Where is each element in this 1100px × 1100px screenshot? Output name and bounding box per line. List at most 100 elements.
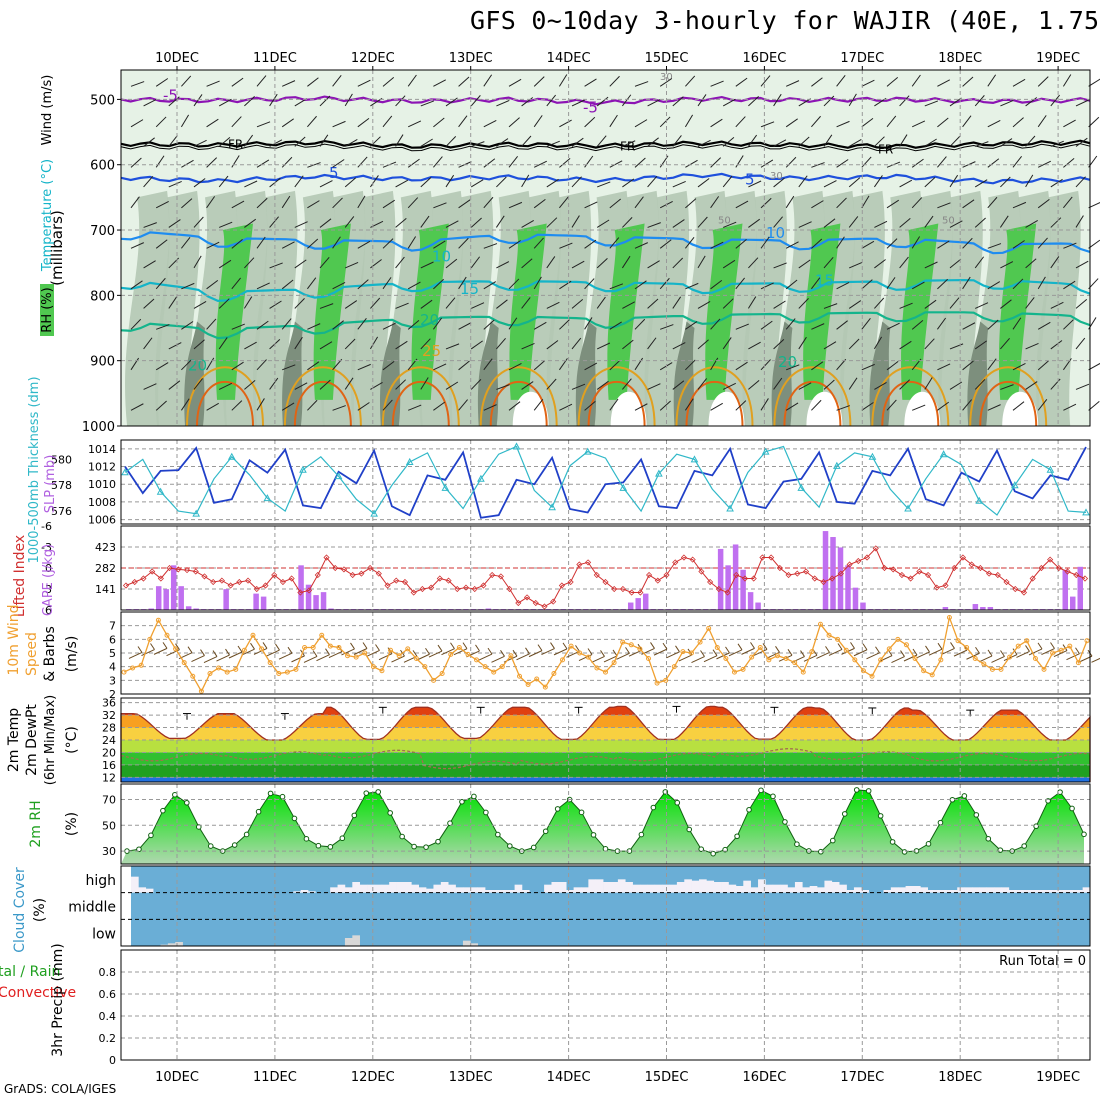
wind-barb-10m [1091, 657, 1100, 663]
rh-point [435, 838, 441, 845]
wind-barb [723, 221, 737, 228]
wind-barb [874, 220, 888, 228]
wind-barb [332, 236, 341, 249]
wind-barb [647, 298, 659, 309]
wind-barb [433, 79, 446, 87]
wind-barb-10m [928, 648, 943, 656]
wind-barb-10m [328, 651, 343, 658]
wind-speed-point [353, 654, 359, 660]
cloud-high-bar [640, 884, 648, 893]
wind-barb [559, 403, 573, 411]
wind-speed-point [878, 657, 884, 663]
wind-barb [130, 119, 144, 128]
li-point [855, 557, 862, 565]
wind-barb [319, 379, 331, 390]
wind-barb [1012, 240, 1025, 249]
cloud-high-bar [787, 887, 796, 893]
wind-barb [937, 363, 951, 371]
wind-tick-label: 4 [109, 661, 116, 674]
wind-barb [143, 298, 155, 309]
rh-point [411, 843, 417, 850]
wind-speed-point [147, 636, 153, 642]
wind-barb [483, 243, 498, 249]
wind-barb [634, 280, 647, 290]
isotherm-t20 [120, 311, 1091, 340]
wind-barb [218, 259, 232, 269]
wind-barb [294, 175, 304, 188]
wind-barb [155, 239, 168, 249]
wind-speed-point [603, 669, 608, 675]
wind-barb [924, 338, 935, 350]
wind-label: Wind (m/s) [40, 75, 55, 146]
isotherm-25 [186, 366, 264, 427]
y-tick-label: 900 [90, 355, 115, 370]
wind-barb [420, 138, 433, 147]
wind-barb [130, 357, 140, 371]
wind-barb [647, 383, 661, 390]
wind-barb [848, 138, 862, 147]
wind-barb [760, 320, 773, 330]
wind-speed-point [173, 646, 179, 652]
cloud-high-bar [632, 884, 641, 893]
wind-barb [823, 303, 838, 309]
cloud-high-bar [477, 887, 486, 893]
wind-barb [697, 216, 708, 228]
li-point [1073, 571, 1080, 579]
date-label-top: 16DEC [742, 51, 786, 66]
wind-barb [256, 282, 270, 290]
li-point [794, 570, 801, 577]
cross-section-frame [120, 69, 1091, 427]
cape-bar [485, 608, 492, 610]
wind-barb-feather [175, 643, 180, 650]
date-label-top: 17DEC [840, 51, 884, 66]
wind-barb-10m [941, 647, 955, 655]
wind-barb [609, 75, 620, 87]
wind-barb [143, 137, 155, 147]
wind-barb [370, 259, 382, 269]
rh-dry-pocket [1002, 391, 1039, 426]
wind-barb [924, 177, 936, 188]
li-point [157, 575, 164, 582]
thickness-point [690, 455, 699, 463]
wind-speed-point [1041, 666, 1047, 672]
wind-barb-10m [241, 648, 255, 656]
wind-barb [382, 76, 395, 87]
wind-barb [911, 319, 924, 330]
li-point [358, 570, 365, 577]
wind-barb [949, 297, 960, 309]
li-point [933, 584, 940, 591]
wind-barb-10m [491, 655, 505, 663]
wind-barb [256, 320, 269, 330]
cloud-high-bar [352, 882, 360, 893]
rh-point [447, 820, 453, 827]
wind-barb [559, 196, 569, 209]
rh-dry-pocket [610, 391, 647, 426]
cloud-high-bar [610, 882, 619, 893]
wind-barb [697, 94, 707, 107]
li-tick-label: -6 [41, 520, 52, 533]
rh-green-region [215, 223, 253, 400]
wind-barb [180, 114, 190, 128]
rh-point [925, 841, 932, 847]
wind10m-units-label: (m/s) [64, 636, 80, 673]
wind-barb-feather [787, 649, 793, 656]
wind-barb [874, 381, 887, 390]
cloud-high-bar [935, 890, 943, 893]
cloud-high-bar [544, 884, 552, 893]
wind-barb [798, 298, 809, 309]
wind-barb [785, 118, 798, 128]
li-point [201, 573, 208, 580]
li-point [837, 570, 844, 577]
thickness-point [655, 469, 663, 477]
wind-barb [181, 359, 192, 371]
contour-label: 20 [778, 353, 797, 371]
li-point [802, 568, 810, 575]
li-point [942, 582, 949, 589]
wind-barb-10m [428, 650, 443, 658]
wind-barb [407, 281, 421, 290]
cloud-high-bar [846, 890, 855, 893]
wind-barb-10m [991, 656, 1005, 663]
li-point [724, 589, 731, 596]
wind-barb [1037, 321, 1051, 330]
wind-barb [886, 322, 900, 330]
